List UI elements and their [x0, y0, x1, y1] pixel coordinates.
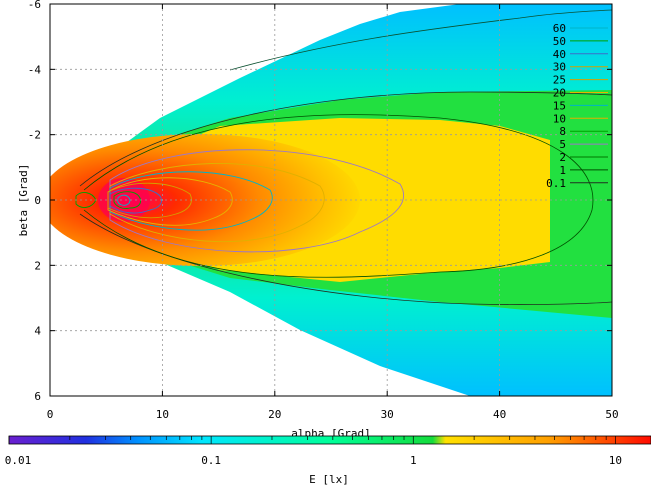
legend-label: 60 [553, 22, 566, 35]
x-axis: 0 10 20 30 40 50 [47, 4, 619, 421]
x-tick-label: 50 [605, 408, 618, 421]
legend-label: 8 [559, 125, 566, 138]
contour-1 [83, 114, 594, 278]
colorbar-tick-label: 10 [609, 454, 622, 467]
contour-60 [117, 194, 131, 206]
legend-label: 0.1 [546, 177, 566, 190]
x-tick-label: 20 [268, 408, 281, 421]
contour-15 [109, 171, 273, 231]
y-tick-label: -4 [28, 63, 42, 76]
colorbar-tick-label: 0.01 [5, 454, 32, 467]
y-axis-label: beta [Grad] [17, 164, 30, 237]
contour-30 [107, 182, 192, 219]
contour-5 [109, 149, 405, 253]
legend-label: 30 [553, 61, 566, 74]
legend-label: 2 [559, 151, 566, 164]
y-tick-label: 4 [34, 325, 41, 338]
colorbar-tick-label: 1 [410, 454, 417, 467]
legend-label: 10 [553, 112, 566, 125]
x-tick-label: 10 [156, 408, 169, 421]
contour-50 [113, 191, 141, 209]
legend-label: 50 [553, 35, 566, 48]
y-tick-label: 2 [34, 259, 41, 272]
y-axis: -6 -4 -2 0 2 4 6 [28, 0, 612, 403]
legend-label: 25 [553, 74, 566, 87]
y-tick-label: -6 [28, 0, 41, 11]
legend-label: 1 [559, 164, 566, 177]
grid-lines [50, 4, 612, 396]
legend-label: 40 [553, 48, 566, 61]
legend-label: 5 [559, 138, 566, 151]
y-tick-label: 6 [34, 390, 41, 403]
x-tick-label: 0 [47, 408, 54, 421]
colorbar-label: E [lx] [309, 473, 349, 486]
x-tick-label: 30 [381, 408, 394, 421]
x-tick-label: 40 [493, 408, 506, 421]
colorbar-ticks: 0.01 0.1 1 10 [5, 436, 622, 467]
legend-label: 15 [553, 99, 566, 112]
contour-40 [109, 187, 162, 214]
legend-label: 20 [553, 87, 566, 100]
contour-20 [107, 177, 233, 226]
y-tick-label: -2 [28, 129, 41, 142]
contour-upper [229, 9, 612, 71]
contour-lines [75, 9, 612, 305]
y-tick-label: 0 [34, 194, 41, 207]
colorbar-tick-label: 0.1 [201, 454, 221, 467]
contour-10 [109, 163, 325, 243]
